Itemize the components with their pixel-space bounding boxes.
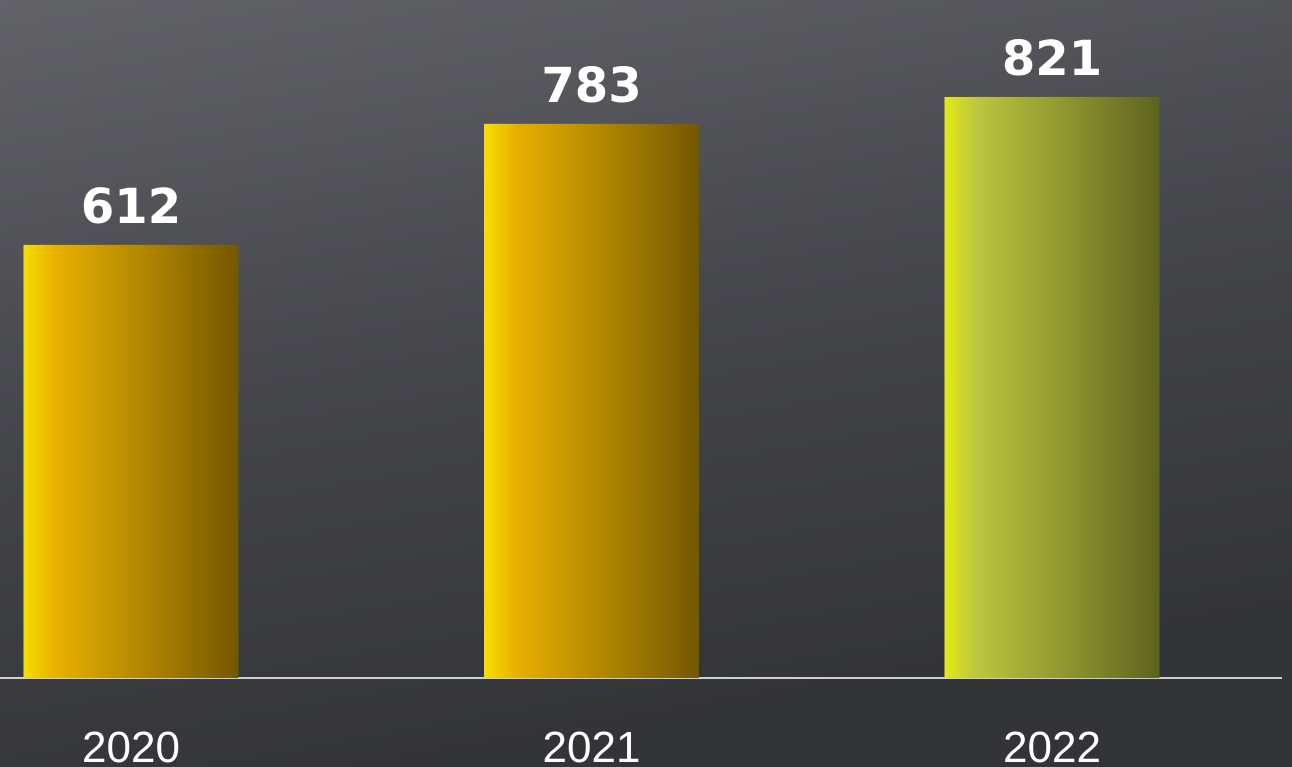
bar xyxy=(484,123,699,678)
value-label: 821 xyxy=(1002,31,1102,87)
value-label: 783 xyxy=(541,58,641,114)
x-tick-label: 2020 xyxy=(82,723,180,767)
x-tick-label: 2022 xyxy=(1003,723,1101,767)
bar xyxy=(944,96,1160,678)
x-tick-label: 2021 xyxy=(543,723,641,767)
bar xyxy=(23,244,239,678)
value-label: 612 xyxy=(81,179,181,235)
